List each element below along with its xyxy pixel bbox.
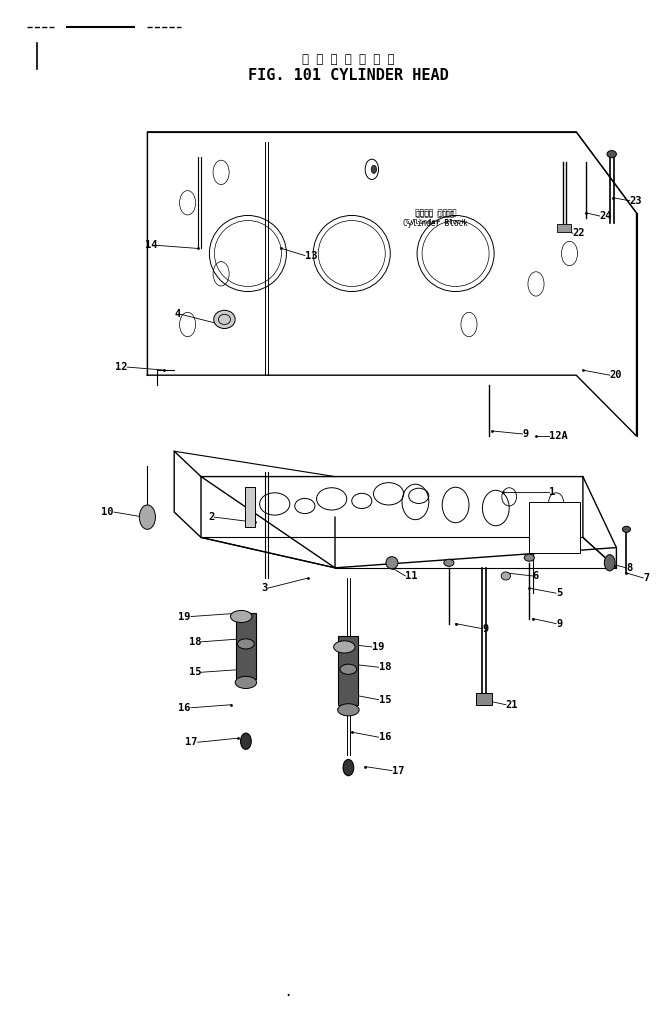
Bar <box>338 636 358 705</box>
Text: 15: 15 <box>379 695 391 705</box>
Ellipse shape <box>501 572 511 580</box>
Text: 13: 13 <box>305 250 318 261</box>
Text: 19: 19 <box>372 642 385 652</box>
Ellipse shape <box>444 560 454 566</box>
Text: 15: 15 <box>188 667 201 677</box>
Text: 10: 10 <box>101 507 114 517</box>
Text: 9: 9 <box>482 624 488 634</box>
Ellipse shape <box>237 639 255 649</box>
Text: 9: 9 <box>556 619 562 629</box>
Ellipse shape <box>235 676 257 689</box>
Text: 19: 19 <box>178 611 191 622</box>
Text: 18: 18 <box>188 637 201 647</box>
Bar <box>245 487 255 527</box>
Ellipse shape <box>230 610 252 623</box>
Circle shape <box>139 505 155 529</box>
Text: 7: 7 <box>643 573 649 583</box>
Text: 16: 16 <box>178 703 191 713</box>
Text: 21: 21 <box>506 700 519 710</box>
Text: 9: 9 <box>523 429 529 439</box>
Text: 12A: 12A <box>549 431 568 441</box>
Ellipse shape <box>338 704 359 716</box>
Text: シリンダ ブロック
Cylinder Block: シリンダ ブロック Cylinder Block <box>406 211 465 225</box>
Text: 11: 11 <box>405 571 418 581</box>
Text: 20: 20 <box>610 370 622 380</box>
Text: 18: 18 <box>379 662 391 672</box>
Text: 2: 2 <box>208 512 214 522</box>
Text: 17: 17 <box>392 766 405 776</box>
Text: 4: 4 <box>175 309 181 319</box>
Text: 12: 12 <box>115 362 127 372</box>
Circle shape <box>343 759 354 776</box>
Text: 5: 5 <box>556 588 562 598</box>
Circle shape <box>371 165 377 173</box>
Text: 16: 16 <box>379 732 391 742</box>
Text: 6: 6 <box>533 571 539 581</box>
Text: 1: 1 <box>549 487 555 497</box>
Ellipse shape <box>214 310 235 329</box>
Bar <box>476 693 492 705</box>
Bar <box>557 224 571 232</box>
Text: 22: 22 <box>573 228 586 238</box>
Ellipse shape <box>386 557 398 569</box>
Text: シ リ ン ダ ヘ ッ ド: シ リ ン ダ ヘ ッ ド <box>302 53 395 66</box>
Ellipse shape <box>622 526 630 532</box>
Ellipse shape <box>334 641 355 653</box>
Ellipse shape <box>525 554 535 562</box>
Text: .: . <box>285 982 291 1000</box>
Circle shape <box>241 733 251 749</box>
Text: 3: 3 <box>262 583 268 593</box>
Bar <box>529 502 580 553</box>
Text: 8: 8 <box>626 563 632 573</box>
Text: 24: 24 <box>600 211 612 221</box>
Text: 14: 14 <box>145 240 157 250</box>
Text: 23: 23 <box>630 196 643 206</box>
Bar <box>236 613 256 679</box>
Circle shape <box>604 555 615 571</box>
Text: 17: 17 <box>185 737 198 747</box>
Text: シリンダ ブロック
Cylinder Block: シリンダ ブロック Cylinder Block <box>403 208 468 228</box>
Ellipse shape <box>340 664 357 674</box>
Ellipse shape <box>607 151 616 158</box>
Text: FIG. 101 CYLINDER HEAD: FIG. 101 CYLINDER HEAD <box>248 68 449 83</box>
